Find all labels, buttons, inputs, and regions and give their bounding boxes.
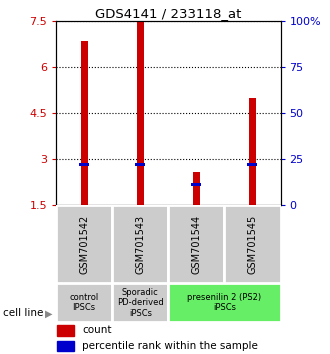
Text: percentile rank within the sample: percentile rank within the sample [82,341,258,351]
Bar [248,163,257,166]
Text: ▶: ▶ [45,308,52,318]
Bar [224,205,280,283]
Bar [112,283,168,322]
Text: Sporadic
PD-derived
iPSCs: Sporadic PD-derived iPSCs [117,288,164,318]
Bar [249,98,256,205]
Bar [135,163,145,166]
Text: control
IPSCs: control IPSCs [70,293,99,312]
Text: GSM701543: GSM701543 [135,215,145,274]
Bar [79,163,89,166]
Bar [112,205,168,283]
Bar [168,205,224,283]
Text: presenilin 2 (PS2)
iPSCs: presenilin 2 (PS2) iPSCs [187,293,261,312]
Bar [193,172,200,205]
Text: GSM701544: GSM701544 [191,215,201,274]
Bar [137,21,144,205]
Bar [81,41,87,205]
Title: GDS4141 / 233118_at: GDS4141 / 233118_at [95,7,242,20]
Bar [191,183,201,186]
Text: GSM701545: GSM701545 [248,215,257,274]
Text: count: count [82,325,112,336]
Text: cell line: cell line [3,308,44,318]
Text: GSM701542: GSM701542 [79,215,89,274]
Bar [56,283,112,322]
Bar [56,205,112,283]
Bar [57,341,74,351]
Bar [168,283,280,322]
Bar [57,325,74,336]
